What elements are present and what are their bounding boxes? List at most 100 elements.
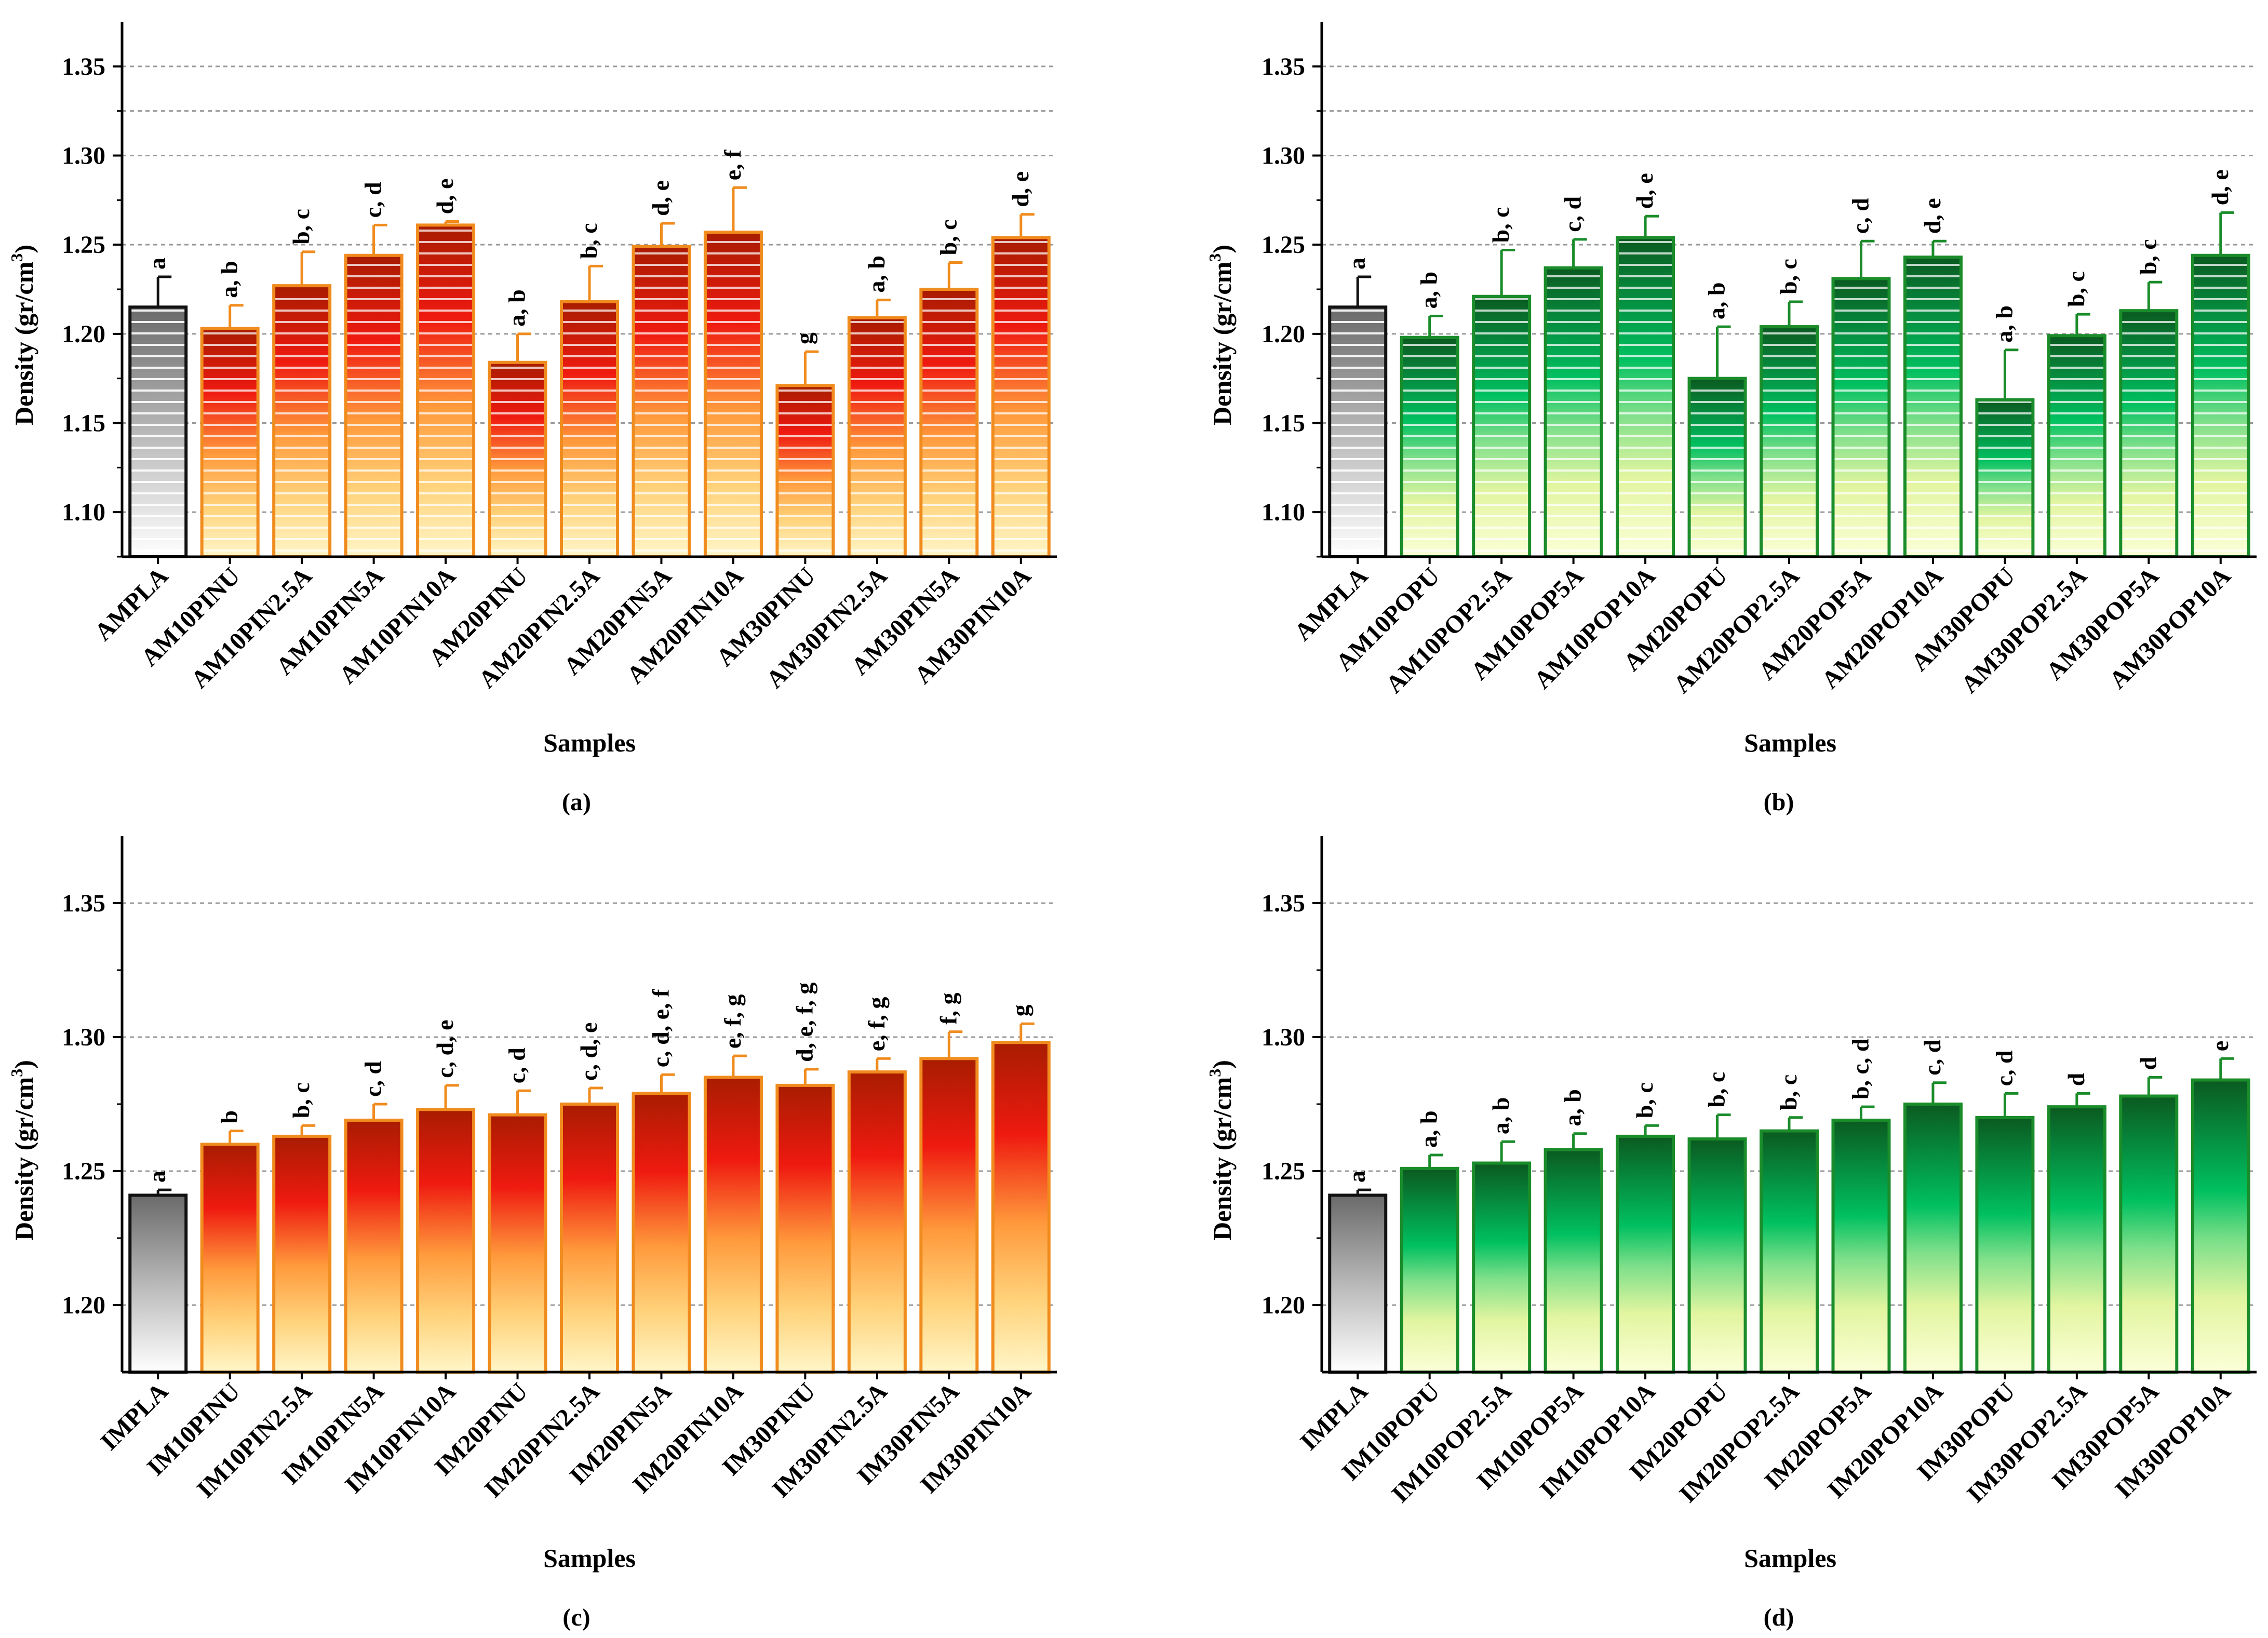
significance-letter: d, e bbox=[1007, 171, 1034, 207]
significance-letter: d bbox=[2135, 1056, 2161, 1070]
bar-IMPLA bbox=[1328, 1193, 1388, 1374]
significance-letter: b, c bbox=[1775, 259, 1802, 294]
error-bar bbox=[1500, 248, 1515, 297]
significance-letter: d, e bbox=[647, 180, 674, 216]
bar-AM10PINU bbox=[200, 327, 260, 558]
bar-IM30POP2.5A bbox=[2047, 1105, 2106, 1374]
bar-AM30PIN5A bbox=[919, 288, 979, 558]
significance-letter: a, b bbox=[1416, 1110, 1442, 1148]
bar-AM20PINU bbox=[488, 360, 547, 558]
bar-IM20PIN5A bbox=[632, 1092, 691, 1374]
bar-IM20POP2.5A bbox=[1760, 1129, 1819, 1374]
bar-AM20PIN5A bbox=[632, 245, 691, 559]
y-tick-label: 1.30 bbox=[1262, 1024, 1305, 1051]
significance-letter: c, d, e bbox=[432, 1019, 458, 1078]
bar-AM20POP5A bbox=[1831, 277, 1891, 558]
bar-IM20POP5A bbox=[1831, 1118, 1891, 1374]
bar-AM10PIN5A bbox=[344, 253, 404, 558]
bar-IM10POP2.5A bbox=[1472, 1161, 1532, 1374]
bar-IM20POP10A bbox=[1903, 1103, 1963, 1374]
x-axis-title: Samples bbox=[543, 728, 636, 757]
significance-letter: f, g bbox=[935, 992, 961, 1024]
y-tick-label: 1.25 bbox=[1262, 1158, 1305, 1185]
error-bar bbox=[1428, 315, 1443, 338]
y-tick-labels: 1.20 1.25 1.30 1.35 bbox=[62, 890, 105, 1319]
significance-letter: b, c bbox=[2135, 239, 2161, 275]
y-tick-labels: 1.20 1.25 1.30 1.35 bbox=[1262, 890, 1305, 1319]
bar-AM30PIN10A bbox=[991, 236, 1051, 558]
panel-label: (a) bbox=[562, 788, 591, 816]
y-tick-label: 1.20 bbox=[62, 1292, 105, 1319]
error-bar bbox=[732, 186, 747, 233]
bar-AMPLA bbox=[1328, 305, 1388, 558]
significance-letter: d, e, f, g bbox=[791, 983, 817, 1062]
error-bar bbox=[372, 223, 387, 256]
significance-letter: a bbox=[144, 258, 170, 270]
significance-letter: e, f, g bbox=[863, 997, 890, 1052]
bar-AM10POPU bbox=[1400, 335, 1459, 558]
x-tick-labels: IMPLAIM10POPUIM10POP2.5AIM10POP5AIM10POP… bbox=[1295, 1377, 2236, 1508]
error-bar bbox=[1859, 239, 1875, 279]
error-bar bbox=[1644, 1124, 1659, 1136]
significance-letter: a, b bbox=[863, 256, 890, 293]
bar-IM20POPU bbox=[1687, 1137, 1747, 1374]
error-bar bbox=[876, 1057, 891, 1072]
error-bar bbox=[1019, 1022, 1035, 1043]
bar-AM30PIN2.5A bbox=[847, 316, 907, 559]
bar-AM30PINU bbox=[775, 384, 835, 559]
y-tick-label: 1.20 bbox=[1262, 320, 1305, 348]
significance-letter: a bbox=[1344, 1171, 1370, 1183]
error-bar bbox=[2003, 1092, 2019, 1118]
significance-letter: g bbox=[791, 332, 817, 344]
y-axis-title: Density (gr/cm3) bbox=[1205, 1060, 1237, 1241]
bar-AM30POPU bbox=[1975, 398, 2035, 558]
x-tick-labels: IMPLAIM10PINUIM10PIN2.5AIM10PIN5AIM10PIN… bbox=[95, 1377, 1036, 1503]
panel-label: (c) bbox=[562, 1604, 590, 1631]
y-axis-title: Density (gr/cm3) bbox=[7, 245, 38, 425]
error-bar bbox=[444, 1084, 460, 1110]
y-tick-label: 1.30 bbox=[62, 1024, 105, 1051]
x-tick-labels: AMPLAAM10POPUAM10POP2.5AAM10POP5AAM10POP… bbox=[1289, 562, 2236, 699]
y-tick-label: 1.35 bbox=[1262, 890, 1305, 917]
bar-IM30PIN10A bbox=[991, 1041, 1051, 1374]
significance-letters: a b b, c c, d c, d, e c, d c, d, e c, d, e, f e,… bbox=[144, 983, 1034, 1183]
error-bar bbox=[732, 1054, 747, 1078]
y-tick-label: 1.25 bbox=[62, 1158, 105, 1185]
x-axis-title: Samples bbox=[543, 1543, 636, 1573]
x-tick-label: AM20PIN2.5A bbox=[473, 562, 605, 694]
y-tick-labels: 1.10 1.15 1.20 1.25 1.30 1.35 bbox=[1262, 53, 1305, 526]
significance-letter: c, d, e, f bbox=[647, 989, 674, 1067]
error-bars bbox=[1356, 211, 2234, 400]
bar-AM10POP2.5A bbox=[1472, 294, 1532, 558]
axes bbox=[1312, 22, 2257, 564]
bar-AM30POP5A bbox=[2119, 309, 2179, 558]
panel-label: (d) bbox=[1764, 1604, 1794, 1631]
x-tick-label: AM30POP2.5A bbox=[1956, 562, 2092, 699]
error-bar bbox=[803, 1068, 819, 1085]
error-bar bbox=[947, 261, 963, 289]
significance-letter: a, b bbox=[1487, 1097, 1514, 1135]
significance-letter: a bbox=[144, 1171, 170, 1183]
bar-IM10PIN2.5A bbox=[272, 1134, 332, 1374]
significance-letter: b, c, d bbox=[1847, 1038, 1873, 1099]
panel-label: (b) bbox=[1764, 788, 1794, 816]
y-axis-title: Density (gr/cm3) bbox=[7, 1060, 38, 1241]
bar-IM10PIN5A bbox=[344, 1118, 404, 1374]
significance-letter: b, c bbox=[2063, 271, 2089, 307]
y-tick-label: 1.20 bbox=[1262, 1292, 1305, 1319]
error-bar bbox=[588, 1086, 603, 1104]
significance-letter: d bbox=[2063, 1072, 2089, 1086]
bar-IM30POP10A bbox=[2191, 1078, 2250, 1374]
significance-letter: c, d bbox=[504, 1048, 530, 1083]
significance-letter: a, b bbox=[504, 289, 530, 327]
bar-IM20PIN10A bbox=[703, 1076, 763, 1374]
error-bar bbox=[1859, 1105, 1875, 1120]
axes bbox=[113, 836, 1057, 1379]
error-bar bbox=[947, 1030, 963, 1059]
y-axis-title: Density (gr/cm3) bbox=[1205, 245, 1237, 425]
bar-AM10POP5A bbox=[1544, 266, 1603, 558]
error-bar bbox=[1356, 1188, 1372, 1196]
significance-letter: d, e bbox=[1919, 198, 1945, 234]
y-tick-label: 1.30 bbox=[62, 142, 105, 170]
x-tick-label: AM20POP2.5A bbox=[1668, 562, 1805, 699]
